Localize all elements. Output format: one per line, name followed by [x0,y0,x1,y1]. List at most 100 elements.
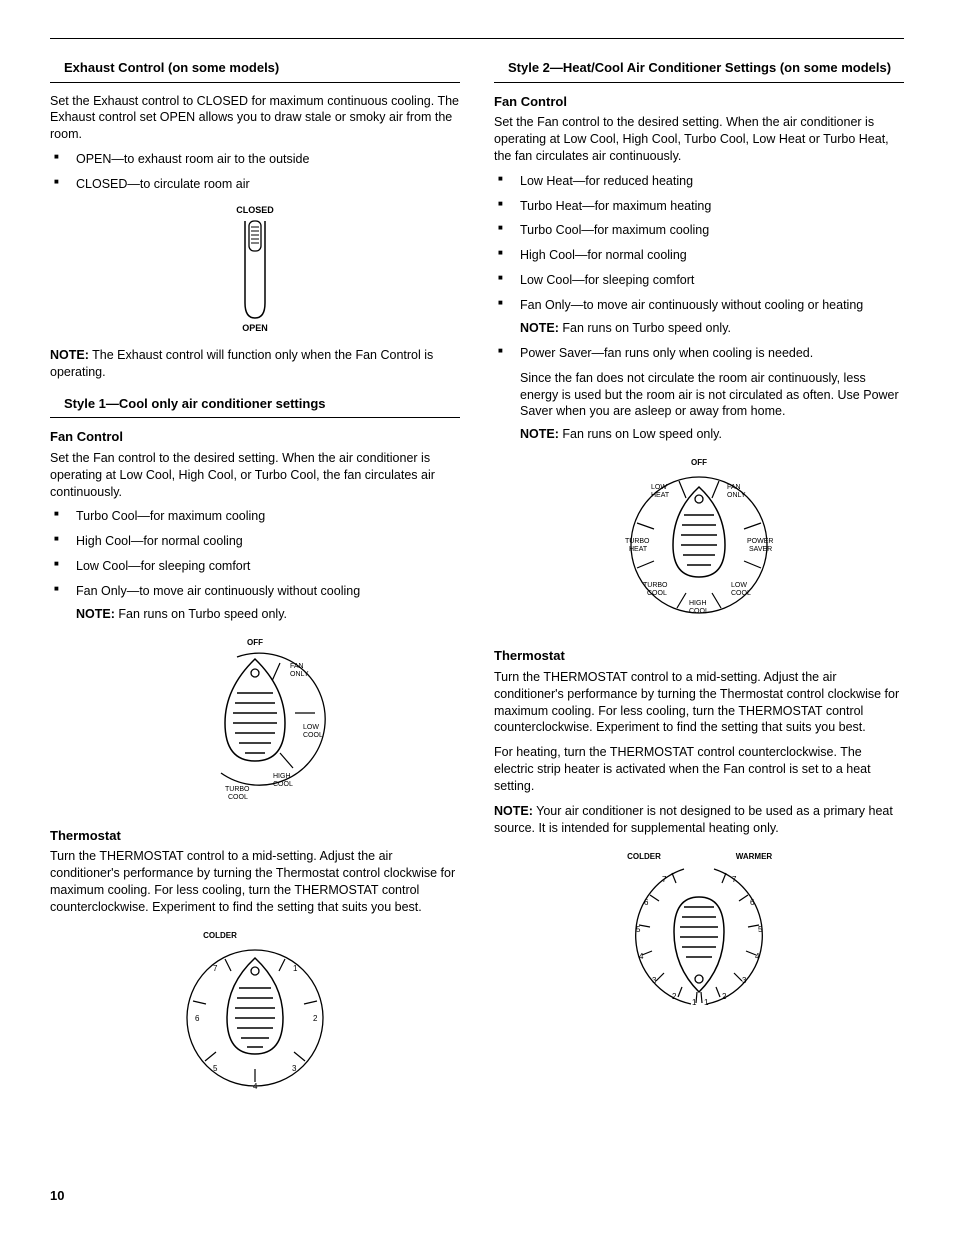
svg-text:3: 3 [292,1064,297,1073]
svg-text:OPEN: OPEN [242,323,268,333]
style2-note1: NOTE: Fan runs on Turbo speed only. [494,320,904,337]
list-item: Turbo Cool—for maximum cooling [68,508,460,525]
svg-text:7: 7 [662,875,667,884]
svg-text:3: 3 [742,976,747,985]
thermostat-text: Turn the THERMOSTAT control to a mid-set… [50,848,460,916]
svg-text:COOL: COOL [303,732,323,739]
right-column: Style 2—Heat/Cool Air Conditioner Settin… [494,53,904,1115]
top-rule [50,38,904,39]
fan-intro: Set the Fan control to the desired setti… [494,114,904,165]
exhaust-title: Exhaust Control (on some models) [50,53,460,83]
style1-thermostat-dial: COLDER 1 2 3 4 5 6 7 [50,926,460,1101]
note-label: NOTE: [520,427,559,441]
list-item: Low Cool—for sleeping comfort [512,272,904,289]
svg-text:ONLY: ONLY [727,492,746,499]
two-column-layout: Exhaust Control (on some models) Set the… [50,53,904,1115]
exhaust-diagram: CLOSED OPEN [50,203,460,333]
list-item: Turbo Heat—for maximum heating [512,198,904,215]
svg-text:TURBO: TURBO [625,538,650,545]
svg-text:COOL: COOL [647,590,667,597]
exhaust-intro: Set the Exhaust control to CLOSED for ma… [50,93,460,144]
list-item: Low Heat—for reduced heating [512,173,904,190]
svg-text:4: 4 [755,952,760,961]
thermostat-heading: Thermostat [494,647,904,665]
svg-text:HIGH: HIGH [273,773,291,780]
note-text: Fan runs on Low speed only. [559,427,722,441]
svg-text:COOL: COOL [273,781,293,788]
svg-text:FAN: FAN [727,484,741,491]
svg-text:6: 6 [750,898,755,907]
style2-note2: NOTE: Fan runs on Low speed only. [494,426,904,443]
list-item: High Cool—for normal cooling [512,247,904,264]
svg-text:COOL: COOL [731,590,751,597]
svg-text:LOW: LOW [731,582,747,589]
style2-ps-list: Power Saver—fan runs only when cooling i… [494,345,904,362]
fan-heading: Fan Control [494,93,904,111]
exhaust-list: OPEN—to exhaust room air to the outside … [50,151,460,193]
svg-text:TURBO: TURBO [225,786,250,793]
style2-fan-list: Low Heat—for reduced heating Turbo Heat—… [494,173,904,314]
thermostat-note: NOTE: Your air conditioner is not design… [494,803,904,837]
fan-heading: Fan Control [50,428,460,446]
list-item: Fan Only—to move air continuously withou… [512,297,904,314]
note-text: Fan runs on Turbo speed only. [559,321,731,335]
svg-text:CLOSED: CLOSED [236,205,274,215]
style1-fan-note: NOTE: Fan runs on Turbo speed only. [50,606,460,623]
note-label: NOTE: [76,607,115,621]
svg-text:ONLY: ONLY [290,671,309,678]
svg-text:7: 7 [732,875,737,884]
thermostat-heading: Thermostat [50,827,460,845]
style2-fan-dial: OFF FAN ONLY POWER SAVER LO [494,453,904,633]
svg-text:COOL: COOL [228,794,248,801]
note-label: NOTE: [520,321,559,335]
svg-text:FAN: FAN [290,663,304,670]
svg-text:4: 4 [253,1082,258,1091]
ps-para: Since the fan does not circulate the roo… [494,370,904,421]
list-item: OPEN—to exhaust room air to the outside [68,151,460,168]
list-item: Power Saver—fan runs only when cooling i… [512,345,904,362]
svg-text:WARMER: WARMER [736,852,773,861]
fan-intro: Set the Fan control to the desired setti… [50,450,460,501]
note-label: NOTE: [494,804,533,818]
svg-text:1: 1 [293,964,298,973]
note-text: The Exhaust control will function only w… [50,348,433,379]
left-column: Exhaust Control (on some models) Set the… [50,53,460,1115]
svg-text:7: 7 [213,964,218,973]
svg-text:4: 4 [639,952,644,961]
style2-thermostat-dial: COLDER WARMER 7 6 5 4 3 2 1 7 6 5 4 3 [494,847,904,1017]
svg-text:6: 6 [195,1014,200,1023]
page-number: 10 [50,1187,64,1205]
thermostat-p2: For heating, turn the THERMOSTAT control… [494,744,904,795]
note-text: Your air conditioner is not designed to … [494,804,893,835]
style1-fan-list: Turbo Cool—for maximum cooling High Cool… [50,508,460,600]
thermostat-p1: Turn the THERMOSTAT control to a mid-set… [494,669,904,737]
svg-text:2: 2 [672,992,677,1001]
svg-text:OFF: OFF [247,638,263,647]
svg-text:LOW: LOW [651,484,667,491]
list-item: Turbo Cool—for maximum cooling [512,222,904,239]
svg-text:TURBO: TURBO [643,582,668,589]
svg-text:HIGH: HIGH [689,600,707,607]
svg-text:5: 5 [758,925,763,934]
svg-text:1: 1 [704,998,709,1007]
style1-fan-dial: OFF FAN ONLY LOW COOL HIGH COOL TURBO CO… [50,633,460,813]
list-item: Low Cool—for sleeping comfort [68,558,460,575]
svg-text:5: 5 [213,1064,218,1073]
svg-text:SAVER: SAVER [749,546,772,553]
style2-title: Style 2—Heat/Cool Air Conditioner Settin… [494,53,904,83]
list-item: Fan Only—to move air continuously withou… [68,583,460,600]
svg-text:LOW: LOW [303,724,319,731]
list-item: CLOSED—to circulate room air [68,176,460,193]
svg-text:HEAT: HEAT [629,546,648,553]
svg-text:2: 2 [313,1014,318,1023]
style1-title: Style 1—Cool only air conditioner settin… [50,389,460,419]
svg-text:HEAT: HEAT [651,492,670,499]
list-item: High Cool—for normal cooling [68,533,460,550]
note-label: NOTE: [50,348,89,362]
svg-text:5: 5 [636,925,641,934]
svg-text:COLDER: COLDER [203,931,237,940]
exhaust-note: NOTE: The Exhaust control will function … [50,347,460,381]
svg-text:COOL: COOL [689,608,709,615]
svg-text:6: 6 [644,898,649,907]
svg-text:OFF: OFF [691,458,707,467]
